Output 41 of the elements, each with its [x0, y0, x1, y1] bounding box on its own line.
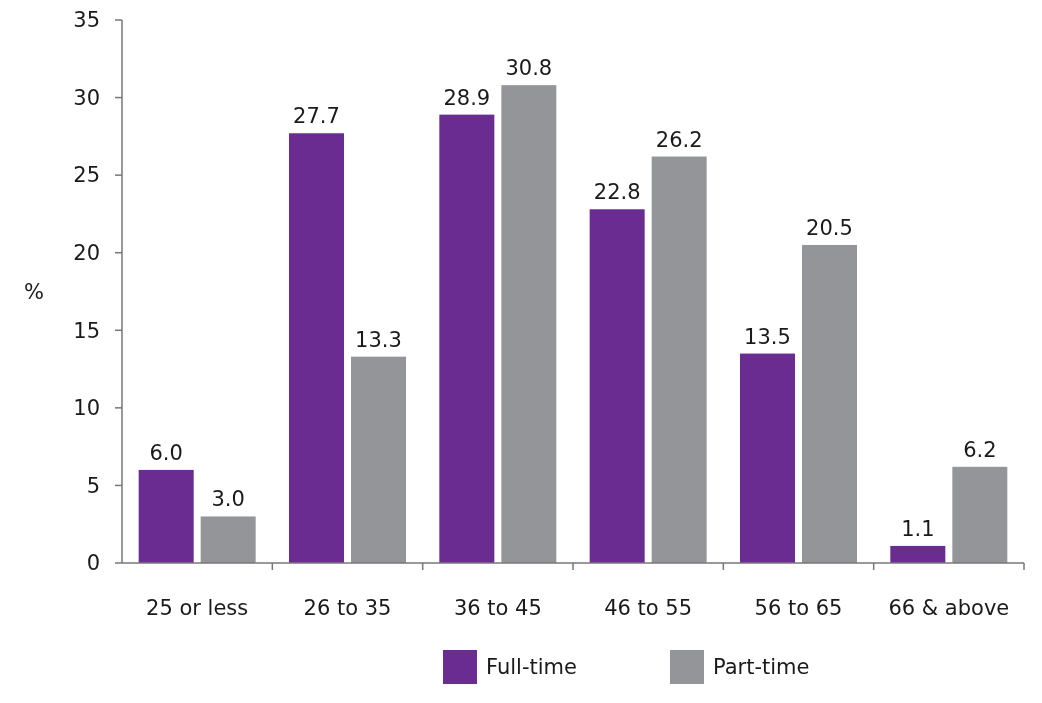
- bar: [351, 356, 406, 563]
- bar: [802, 244, 857, 563]
- y-tick-label: 35: [73, 8, 100, 33]
- bar: [439, 114, 495, 563]
- legend-label: Part-time: [713, 655, 810, 680]
- bar: [651, 156, 707, 563]
- x-tick-label: 26 to 35: [303, 596, 392, 620]
- text: 30.8: [505, 56, 553, 81]
- text: 6.0: [149, 440, 183, 465]
- bar: [740, 353, 795, 563]
- y-tick-label: 0: [86, 551, 100, 576]
- y-tick-label: 15: [73, 318, 100, 343]
- bar: [589, 209, 645, 563]
- text: 13.5: [744, 324, 791, 349]
- x-tick-label: 36 to 45: [453, 596, 542, 620]
- text: 27.7: [293, 104, 340, 129]
- bar: [501, 85, 557, 563]
- x-tick-label: 25 or less: [146, 596, 249, 620]
- y-tick-label: 10: [73, 396, 100, 421]
- legend-label: Full-time: [486, 655, 577, 680]
- text: 26.2: [655, 127, 703, 152]
- text: 1.1: [901, 516, 935, 541]
- bar: [200, 516, 256, 563]
- text: 20.5: [806, 215, 853, 240]
- x-tick-label: 56 to 65: [754, 596, 843, 620]
- bar: [289, 133, 344, 563]
- y-tick-label: 20: [73, 241, 100, 266]
- y-tick-label: 25: [73, 163, 100, 188]
- y-axis-title: %: [24, 279, 44, 304]
- text: 13.3: [355, 327, 402, 352]
- bar: [890, 545, 946, 563]
- bar: [138, 469, 194, 563]
- text: 28.9: [443, 85, 491, 110]
- text: 3.0: [211, 487, 245, 512]
- bar: [952, 466, 1008, 563]
- x-tick-label: 66 & above: [888, 596, 1010, 620]
- text: 22.8: [593, 180, 641, 205]
- y-tick-label: 5: [86, 473, 100, 498]
- y-tick-label: 30: [73, 85, 100, 110]
- x-tick-label: 46 to 55: [604, 596, 693, 620]
- text: 6.2: [963, 437, 997, 462]
